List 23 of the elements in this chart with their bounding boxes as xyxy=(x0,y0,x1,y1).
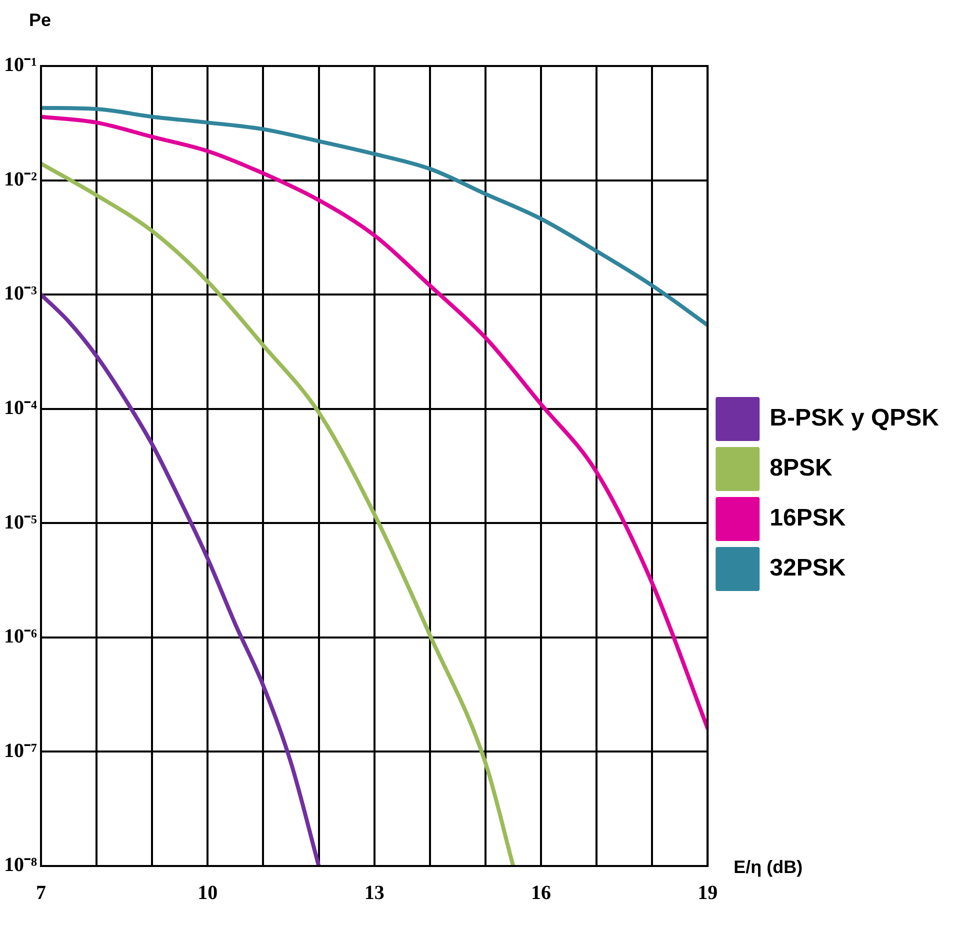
line-series xyxy=(40,106,708,328)
x-tick-label: 7 xyxy=(36,882,46,904)
y-tick-label: 10⁻² xyxy=(4,168,37,190)
y-tick-label: 10⁻⁵ xyxy=(4,511,37,534)
x-tick-label: 13 xyxy=(364,882,384,904)
y-tick-label: 10⁻⁷ xyxy=(4,740,37,762)
line-series xyxy=(40,162,516,866)
line-series xyxy=(40,292,321,866)
y-tick-label: 10⁻⁸ xyxy=(4,854,37,876)
y-tick-label: 10⁻⁴ xyxy=(4,397,37,420)
legend-label: 8PSK xyxy=(770,454,833,482)
y-tick-label: 10⁻⁶ xyxy=(4,626,37,648)
y-tick-label: 10⁻³ xyxy=(4,282,37,305)
x-tick-label: 10 xyxy=(198,882,218,904)
legend-label: 16PSK xyxy=(770,504,846,532)
y-tick-label: 10⁻¹ xyxy=(4,54,37,76)
legend-label: 32PSK xyxy=(770,554,846,582)
x-axis-title: E/η (dB) xyxy=(734,856,803,877)
legend-label: B-PSK y QPSK xyxy=(770,404,940,432)
y-axis-title: Pe xyxy=(28,10,52,30)
x-tick-label: 19 xyxy=(698,882,718,904)
line-series xyxy=(40,114,708,730)
x-tick-label: 16 xyxy=(530,882,551,904)
